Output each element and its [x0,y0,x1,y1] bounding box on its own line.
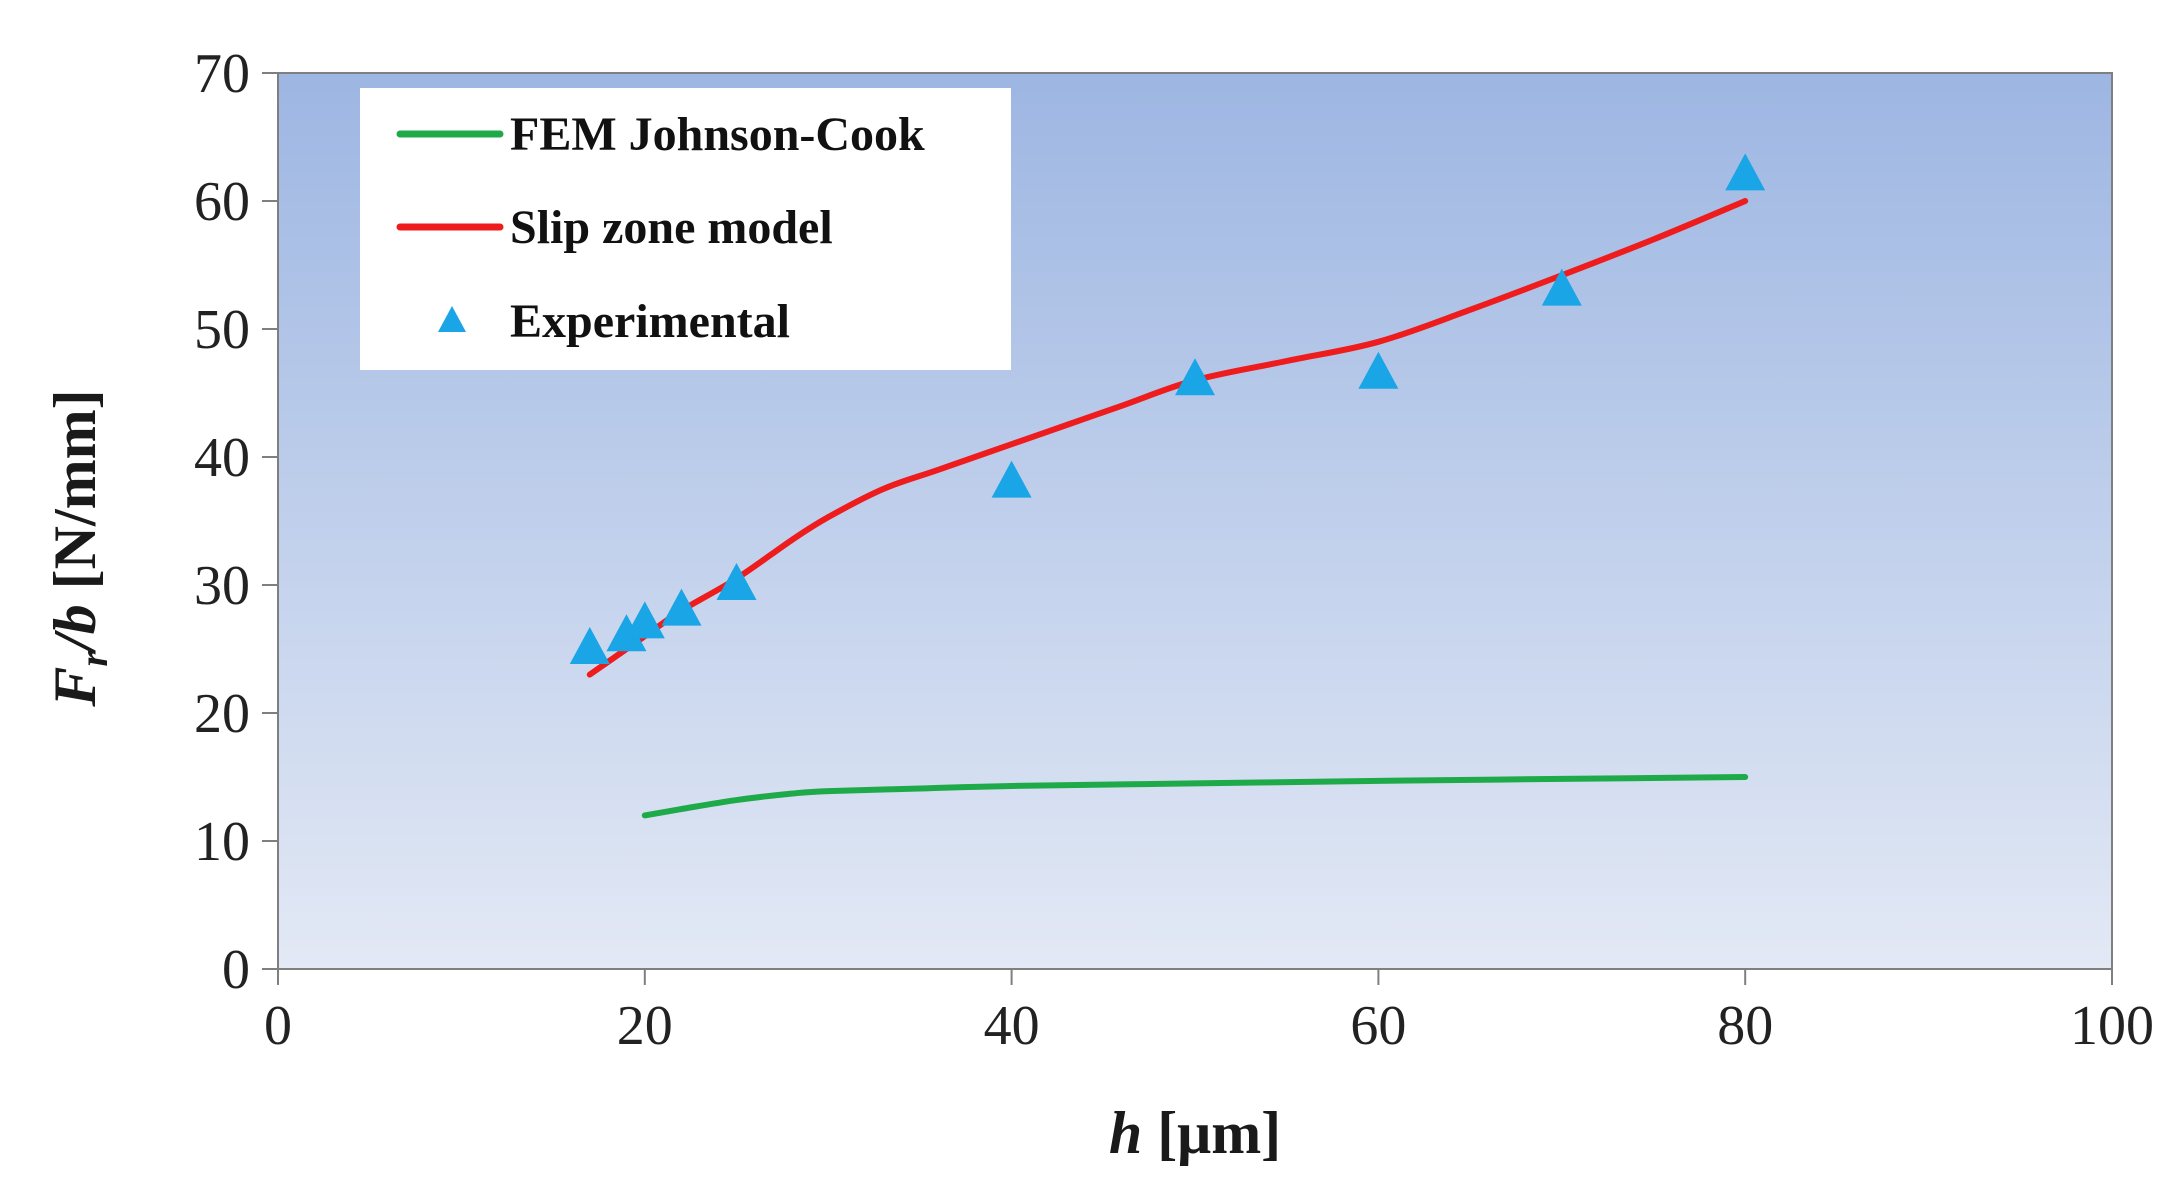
x-axis: 0 20 40 60 80 100 [264,969,2154,1057]
series-line-fem-johnson-cook [641,774,1749,819]
y-tick-label: 50 [194,299,250,361]
x-tick-label: 100 [2070,995,2154,1057]
y-tick-label: 40 [194,427,250,489]
x-tick-label: 0 [264,995,292,1057]
y-tick-label: 60 [194,171,250,233]
y-tick-label: 20 [194,683,250,745]
legend-label-experimental: Experimental [510,295,790,348]
data-point-experimental [624,601,665,639]
legend: FEM Johnson-Cook Slip zone model Experim… [360,88,1011,370]
series-layer [569,153,1766,819]
y-axis: 0 10 20 30 40 50 60 70 [194,43,278,1001]
y-tick-label: 0 [222,939,250,1001]
y-tick-label: 10 [194,811,250,873]
data-point-experimental [991,460,1032,498]
data-point-experimental [716,563,757,600]
data-point-experimental [1725,153,1766,191]
x-tick-label: 60 [1350,995,1406,1057]
x-tick-label: 40 [984,995,1040,1057]
data-point-experimental [661,588,702,626]
data-point-experimental [1175,358,1215,396]
legend-label-slip-zone-model: Slip zone model [510,201,833,254]
data-point-experimental [1541,268,1582,306]
legend-label-fem-johnson-cook: FEM Johnson-Cook [510,108,925,161]
x-axis-title: h [μm] [1109,1100,1281,1166]
legend-swatch-experimental [438,306,466,332]
data-point-experimental [606,614,647,652]
data-point-experimental [569,627,610,664]
y-tick-label: 70 [194,43,250,105]
y-tick-label: 30 [194,555,250,617]
y-axis-title: Fr/b [N/mm] [42,389,116,707]
x-tick-label: 80 [1717,995,1773,1057]
x-tick-label: 20 [617,995,673,1057]
data-point-experimental [1358,351,1399,389]
